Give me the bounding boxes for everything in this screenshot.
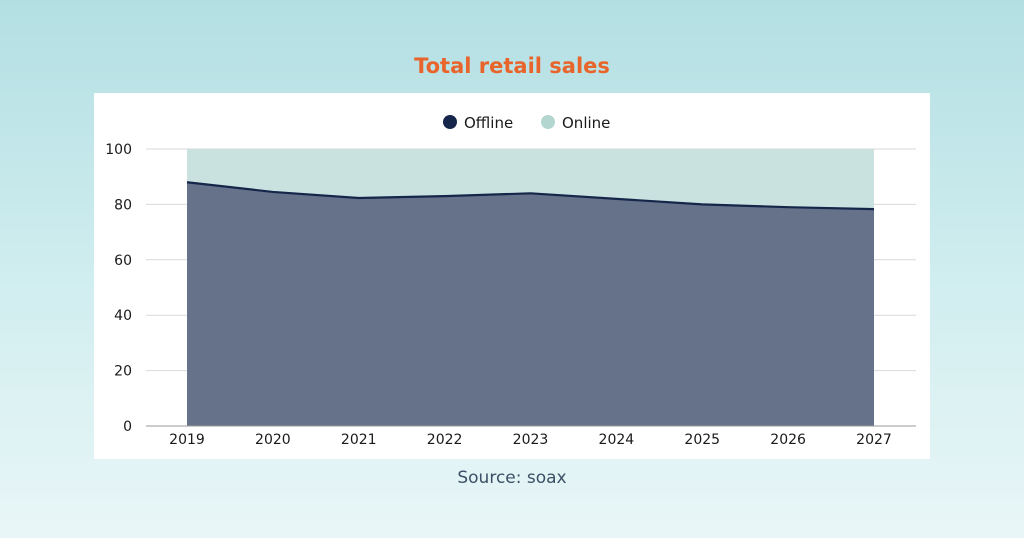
y-axis: 0 20 40 60 80 100 bbox=[105, 142, 132, 435]
y-tick-label: 40 bbox=[114, 308, 132, 324]
x-tick-label: 2019 bbox=[169, 432, 205, 448]
legend-label-online: Online bbox=[562, 114, 610, 132]
y-tick-label: 20 bbox=[114, 364, 132, 380]
source-note: Source: soax bbox=[457, 468, 567, 488]
area-chart: Offline Online 2019 2020 2021 2022 2023 2024 20… bbox=[105, 114, 916, 448]
y-tick-label: 100 bbox=[105, 142, 132, 158]
chart-card: Offline Online 2019 2020 2021 2022 2023 2024 20… bbox=[94, 93, 930, 459]
series-offline-line bbox=[186, 181, 875, 211]
legend-marker-offline bbox=[443, 115, 457, 129]
x-tick-label: 2022 bbox=[427, 432, 463, 448]
y-tick-label: 0 bbox=[123, 419, 132, 435]
x-tick-label: 2021 bbox=[341, 432, 377, 448]
legend-marker-online bbox=[541, 115, 555, 129]
x-axis: 2019 2020 2021 2022 2023 2024 2025 2026 2027 bbox=[146, 425, 916, 448]
x-tick-label: 2027 bbox=[856, 432, 892, 448]
x-tick-label: 2026 bbox=[770, 432, 806, 448]
series-online-area bbox=[187, 149, 874, 210]
chart-title: Total retail sales bbox=[414, 54, 610, 78]
x-tick-label: 2025 bbox=[684, 432, 720, 448]
plot-areas bbox=[186, 149, 875, 426]
x-tick-label: 2020 bbox=[255, 432, 291, 448]
y-tick-label: 60 bbox=[114, 253, 132, 269]
series-offline-area bbox=[187, 182, 874, 426]
y-tick-label: 80 bbox=[114, 197, 132, 213]
x-tick-label: 2023 bbox=[513, 432, 549, 448]
chart-legend: Offline Online bbox=[443, 114, 610, 132]
x-tick-label: 2024 bbox=[599, 432, 635, 448]
legend-label-offline: Offline bbox=[464, 114, 513, 132]
